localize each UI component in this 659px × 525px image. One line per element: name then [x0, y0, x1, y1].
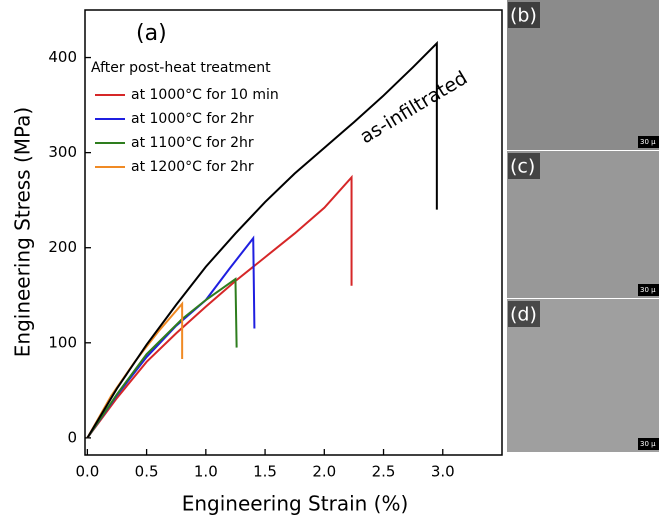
panel-label: (a)	[136, 21, 167, 46]
scale-bar-label: 30 µ	[640, 440, 656, 448]
line-series	[86, 40, 438, 439]
legend-label: at 1000°C for 10 min	[131, 87, 279, 103]
micrograph-label: (d)	[510, 304, 537, 326]
line-series	[86, 174, 353, 439]
y-axis-title: Engineering Stress (MPa)	[11, 107, 35, 357]
panel-label-bg	[508, 2, 540, 28]
plot-frame	[84, 9, 503, 456]
x-tick-label: 2.0	[312, 463, 336, 481]
scale-bar-bg	[638, 136, 659, 148]
micrograph-panels	[507, 0, 659, 452]
y-tick-label: 100	[48, 333, 77, 351]
panel-label-bg	[508, 153, 540, 179]
x-tick-label: 1.5	[253, 463, 277, 481]
x-tick-label: 2.5	[372, 463, 396, 481]
legend-title: After post-heat treatment	[91, 60, 271, 76]
y-tick-label: 400	[48, 48, 77, 66]
scale-bar-label: 30 µ	[640, 286, 656, 294]
annotation: as-infiltrated	[356, 67, 471, 148]
y-tick-label: 200	[48, 238, 77, 256]
scale-bar-label: 30 µ	[640, 138, 656, 146]
legend-label: at 1200°C for 2hr	[131, 159, 254, 175]
scale-bar-bg	[638, 438, 659, 450]
x-tick-label: 0.0	[75, 463, 99, 481]
legend-label: at 1000°C for 2hr	[131, 111, 254, 127]
micrograph-label: (b)	[510, 5, 537, 27]
scale-bar-bg	[638, 284, 659, 296]
x-tick-label: 0.5	[135, 463, 159, 481]
y-tick-label: 300	[48, 143, 77, 161]
line-series	[86, 277, 238, 439]
x-tick-label: 3.0	[431, 463, 455, 481]
x-axis-title: Engineering Strain (%)	[182, 492, 409, 516]
legend-label: at 1100°C for 2hr	[131, 135, 254, 151]
y-tick-label: 0	[67, 428, 77, 446]
micrograph-label: (c)	[510, 156, 535, 178]
panel-label-bg	[508, 301, 540, 327]
x-tick-label: 1.0	[194, 463, 218, 481]
